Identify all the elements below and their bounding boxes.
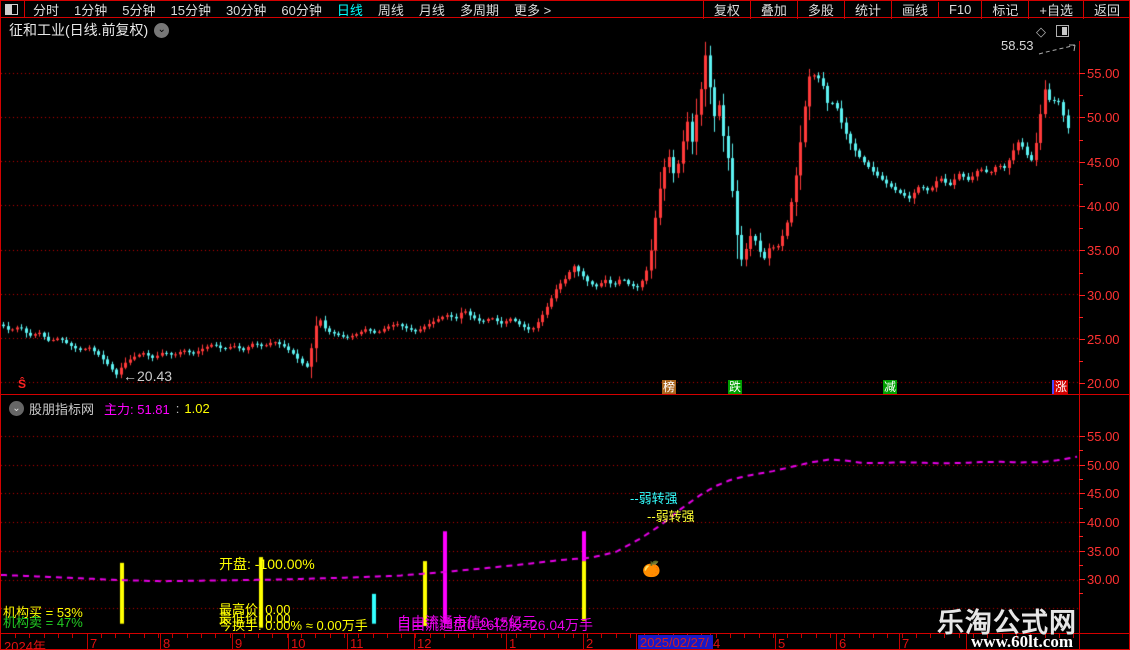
period-tab-30分钟[interactable]: 30分钟	[225, 2, 267, 18]
period-tabs: 分时 1分钟 5分钟 15分钟 30分钟 60分钟 日线 周线 月线 多周期 更多 >	[24, 1, 566, 18]
y-axis-label: 35.00	[1087, 544, 1120, 559]
collapse-panel-icon[interactable]: ⌄	[9, 401, 24, 416]
x-axis-label: 2024年	[4, 639, 46, 650]
tool-button-返回[interactable]: 返回	[1082, 1, 1129, 19]
x-axis-label: 10	[291, 636, 306, 650]
main-force-value: 主力: 51.81	[104, 402, 170, 417]
period-tab-60分钟[interactable]: 60分钟	[281, 2, 322, 18]
event-marker-榜: 榜	[662, 380, 677, 394]
tool-button-F10[interactable]: F10	[937, 1, 981, 17]
high-price-annotation: 58.53	[1001, 38, 1034, 53]
institution-sell-label: 机构卖 = 47%	[3, 615, 83, 630]
indicator-panel[interactable]: ⌄ 股朋指标网 主力: 51.81 : 1.02	[1, 396, 1079, 633]
institution-buy-label: 机构买 = 53%	[3, 605, 83, 620]
free-float-shares-label: 自由流通盘0.26亿股≈26.04万手	[397, 617, 593, 633]
weak-to-strong-label-1: --弱转强	[630, 491, 678, 506]
orange-icon: 🍊	[642, 561, 661, 578]
tool-button-+自选[interactable]: +自选	[1028, 1, 1083, 19]
x-axis-label: 5	[778, 636, 786, 650]
open-pct-label: 开盘: -100.00%	[219, 556, 315, 572]
chart-title-row: 征和工业(日线.前复权) ⌄	[9, 20, 170, 40]
x-axis-label: 7	[902, 636, 910, 650]
value-separator: :	[175, 401, 180, 416]
split-pane-icon[interactable]	[1056, 25, 1069, 40]
x-axis-label: 6	[839, 636, 847, 650]
y-axis-label: 30.00	[1087, 288, 1120, 303]
y-axis-label: 55.00	[1087, 429, 1120, 444]
indicator-header: ⌄ 股朋指标网 主力: 51.81 : 1.02	[3, 399, 210, 418]
event-marker-减: 减	[883, 380, 898, 394]
title-dropdown-icon[interactable]: ⌄	[154, 22, 170, 38]
period-tab-多周期[interactable]: 多周期	[459, 2, 499, 18]
period-tab-月线[interactable]: 月线	[418, 2, 445, 18]
period-tab-分时[interactable]: 分时	[33, 2, 60, 18]
watermark-site-name: 乐淘公式网	[937, 608, 1077, 638]
y-axis-label: 55.00	[1087, 66, 1120, 81]
y-axis-label: 40.00	[1087, 199, 1120, 214]
signal-s-marker: Ŝ	[18, 377, 27, 391]
y-axis-label: 45.00	[1087, 486, 1120, 501]
page-title: 征和工业(日线.前复权)	[9, 22, 149, 38]
free-float-value-label: 自由流通市值0.15亿元	[397, 614, 537, 630]
ratio-value: 1.02	[184, 401, 210, 416]
split-window-icon[interactable]	[5, 3, 18, 15]
y-axis-label: 25.00	[1087, 332, 1120, 347]
low-price-label: 最低价: 0.00	[219, 611, 291, 626]
x-axis-label: 12	[417, 636, 432, 650]
diamond-icon[interactable]: ◇	[1036, 24, 1046, 39]
watermark-url: www.60lt.com	[971, 632, 1073, 650]
y-axis-label: 30.00	[1087, 572, 1120, 587]
y-axis-label: 20.00	[1087, 376, 1120, 391]
x-axis-label: 9	[235, 636, 243, 650]
panel-divider	[1, 394, 1129, 395]
x-axis-label: 7	[90, 636, 98, 650]
y-axis-label: 50.00	[1087, 110, 1120, 125]
period-tab-更多 >[interactable]: 更多 >	[513, 2, 552, 18]
high-arrow-icon	[1038, 44, 1076, 55]
period-tab-1分钟[interactable]: 1分钟	[74, 2, 108, 18]
x-axis-label: 2	[586, 636, 594, 650]
period-tab-5分钟[interactable]: 5分钟	[122, 2, 156, 18]
y-axis-label: 40.00	[1087, 515, 1120, 530]
high-price-label: 最高价: 0.00	[219, 602, 291, 617]
period-tab-15分钟[interactable]: 15分钟	[170, 2, 211, 18]
x-axis-label: 1	[509, 636, 517, 650]
x-axis-label: 4	[713, 636, 721, 650]
period-toolbar: 分时 1分钟 5分钟 15分钟 30分钟 60分钟 日线 周线 月线 多周期 更多 > 复权 叠加 多股…	[1, 1, 1129, 19]
tool-button-画线[interactable]: 画线	[890, 1, 938, 19]
tool-button-叠加[interactable]: 叠加	[749, 1, 797, 19]
event-marker-涨: 涨	[1052, 380, 1069, 394]
x-axis-label: 8	[163, 636, 171, 650]
y-axis-label: 50.00	[1087, 458, 1120, 473]
tool-button-标记[interactable]: 标记	[981, 1, 1028, 19]
tool-buttons: 复权 叠加 多股 统计 画线 F10 标记 +自选 返回	[702, 1, 1129, 19]
turnover-label: 今换手: 0.00% ≈ 0.00万手	[219, 618, 368, 633]
candlestick-canvas[interactable]	[1, 41, 1079, 394]
y-axis-label: 45.00	[1087, 155, 1120, 170]
indicator-canvas[interactable]	[1, 396, 1079, 633]
period-tab-日线[interactable]: 日线	[336, 2, 363, 18]
tool-button-多股[interactable]: 多股	[796, 1, 844, 19]
selected-date-badge: 2025/02/27/四	[638, 635, 713, 649]
indicator-name: 股朋指标网	[29, 402, 95, 417]
event-marker-跌: 跌	[728, 380, 743, 394]
y-axis-line	[1079, 41, 1080, 649]
y-axis-label: 35.00	[1087, 243, 1120, 258]
period-tab-周线[interactable]: 周线	[377, 2, 404, 18]
low-price-annotation: ←20.43	[123, 368, 173, 384]
main-price-chart[interactable]	[1, 41, 1079, 394]
tool-button-复权[interactable]: 复权	[702, 1, 750, 19]
tool-button-统计[interactable]: 统计	[843, 1, 891, 19]
x-axis-label: 11	[350, 636, 364, 650]
weak-to-strong-label-2: --弱转强	[647, 509, 695, 524]
